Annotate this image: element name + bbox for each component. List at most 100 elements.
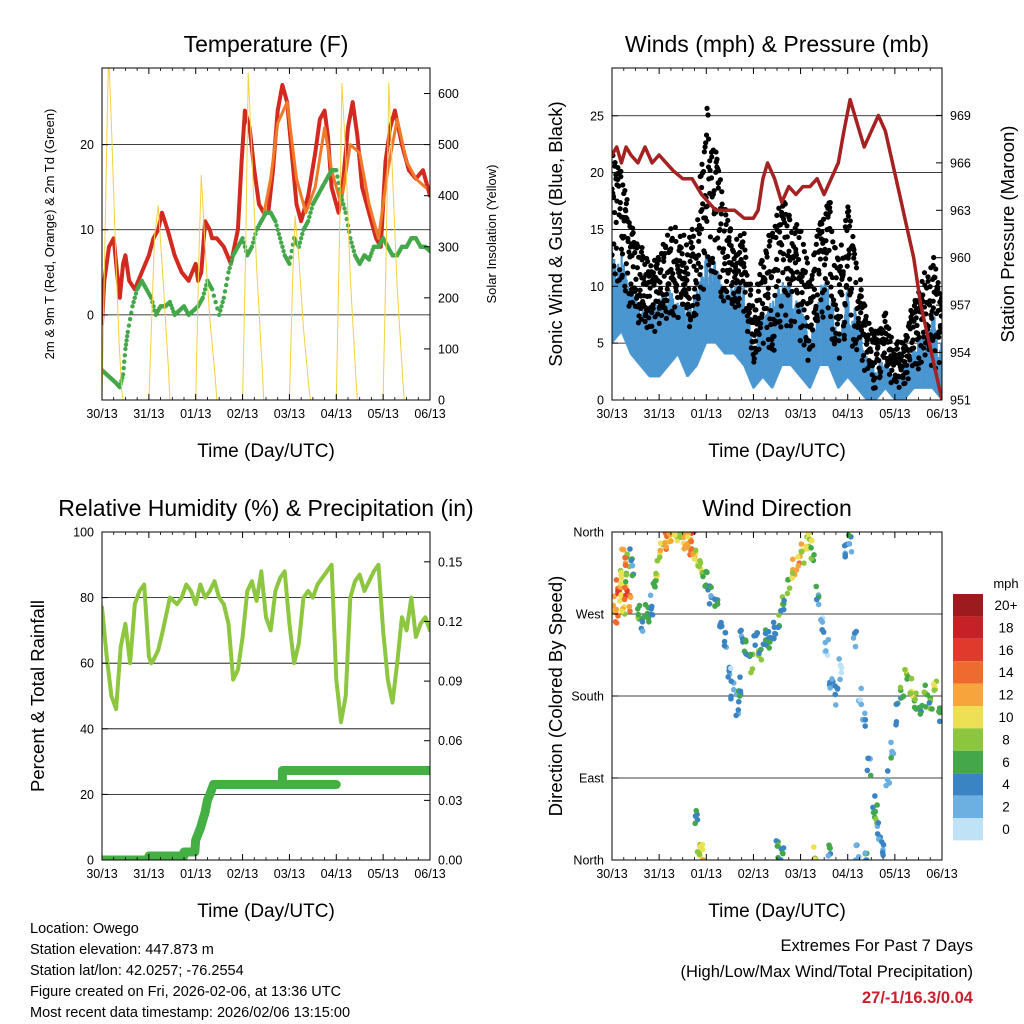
gust-point — [771, 347, 777, 353]
gust-point — [929, 315, 935, 321]
dewpoint-point — [250, 240, 256, 245]
y-axis-label-right: Solar Insolation (Yellow) — [484, 165, 499, 304]
direction-point — [620, 546, 627, 553]
y-right-tick-label: 0.00 — [438, 854, 462, 868]
gust-point — [761, 264, 767, 270]
direction-point — [870, 804, 876, 811]
gust-point — [720, 246, 727, 252]
gust-point — [874, 351, 880, 357]
gust-point — [732, 264, 739, 270]
wind-chart: 30/13 31/13 01/13 02/13 03/13 04/13 05/13 06/13… — [545, 31, 1018, 462]
gust-point — [765, 285, 771, 291]
y-axis-label-right: Station Pressure (Maroon) — [997, 126, 1018, 343]
y-tick-label: 5 — [597, 337, 604, 351]
dewpoint-point — [229, 257, 235, 262]
direction-point — [648, 611, 655, 618]
gust-point — [663, 315, 669, 321]
gust-point — [851, 251, 858, 257]
gust-point — [886, 371, 893, 377]
y-right-tick-label: 0.03 — [438, 794, 462, 808]
direction-point — [826, 842, 832, 848]
gust-point — [804, 314, 810, 321]
gust-point — [696, 231, 702, 237]
direction-point — [825, 852, 832, 859]
gust-point — [715, 185, 721, 191]
gust-point — [719, 189, 725, 195]
direction-point — [829, 676, 835, 682]
direction-point — [846, 541, 852, 547]
gust-point — [703, 140, 709, 146]
gust-point — [638, 249, 645, 255]
direction-point — [864, 767, 871, 774]
gust-point — [899, 363, 905, 370]
direction-point — [837, 662, 844, 668]
direction-point — [912, 696, 918, 703]
gust-point — [650, 302, 656, 308]
direction-point — [798, 541, 805, 547]
gust-point — [736, 285, 742, 292]
direction-point — [672, 532, 678, 539]
dewpoint-point — [219, 304, 224, 309]
gust-point — [785, 276, 791, 282]
gust-point — [846, 251, 852, 257]
direction-point — [897, 684, 904, 691]
direction-point — [845, 532, 852, 538]
gust-point — [680, 301, 686, 307]
x-axis-label: Time (Day/UTC) — [708, 441, 846, 462]
dewpoint-point — [227, 265, 232, 271]
dewpoint-point — [129, 310, 134, 315]
gust-point — [927, 284, 933, 290]
direction-point — [693, 807, 700, 814]
dewpoint-point — [209, 287, 215, 292]
dewpoint-point — [427, 248, 430, 254]
gust-point — [718, 211, 724, 217]
gust-point — [703, 132, 710, 138]
dewpoint-point — [279, 240, 284, 245]
y-tick-label: North — [573, 854, 604, 868]
y-tick-label: 0 — [597, 394, 604, 408]
gust-point — [833, 275, 839, 281]
gust-point — [728, 243, 734, 249]
gust-point — [919, 278, 925, 285]
direction-point — [649, 603, 655, 610]
gust-point — [842, 302, 848, 308]
gust-point — [801, 249, 807, 255]
direction-point — [754, 630, 761, 636]
gust-point — [900, 375, 906, 381]
direction-point — [708, 593, 714, 599]
gust-point — [712, 269, 719, 276]
y-right-tick-label: 0 — [438, 394, 445, 408]
gust-point — [744, 272, 750, 278]
gust-point — [845, 213, 852, 219]
gust-point — [704, 218, 710, 224]
gust-point — [832, 245, 838, 251]
dewpoint-point — [127, 316, 133, 322]
gust-point — [706, 262, 712, 268]
gust-point — [765, 291, 771, 297]
colorbar-swatch — [953, 728, 983, 751]
y-right-tick-label: 0.12 — [438, 615, 462, 629]
dewpoint-point — [120, 372, 126, 377]
gust-point — [780, 270, 786, 276]
direction-point — [775, 624, 781, 631]
direction-point — [789, 575, 795, 581]
gust-point — [802, 268, 808, 275]
direction-point — [733, 712, 739, 719]
direction-point — [779, 850, 786, 856]
gust-point — [827, 205, 833, 211]
dewpoint-point — [309, 206, 314, 211]
x-tick-label: 03/13 — [785, 407, 816, 421]
gust-point — [914, 322, 920, 329]
direction-point — [911, 704, 918, 711]
gust-point — [666, 281, 672, 287]
direction-point — [773, 838, 780, 844]
gust-point — [799, 289, 805, 296]
gust-point — [865, 332, 871, 338]
gust-point — [757, 320, 764, 327]
direction-point — [832, 691, 839, 698]
dewpoint-point — [241, 240, 246, 245]
gust-point — [778, 303, 784, 309]
gust-point — [737, 233, 743, 239]
gust-point — [695, 217, 701, 223]
dewpoint-point — [341, 202, 346, 207]
